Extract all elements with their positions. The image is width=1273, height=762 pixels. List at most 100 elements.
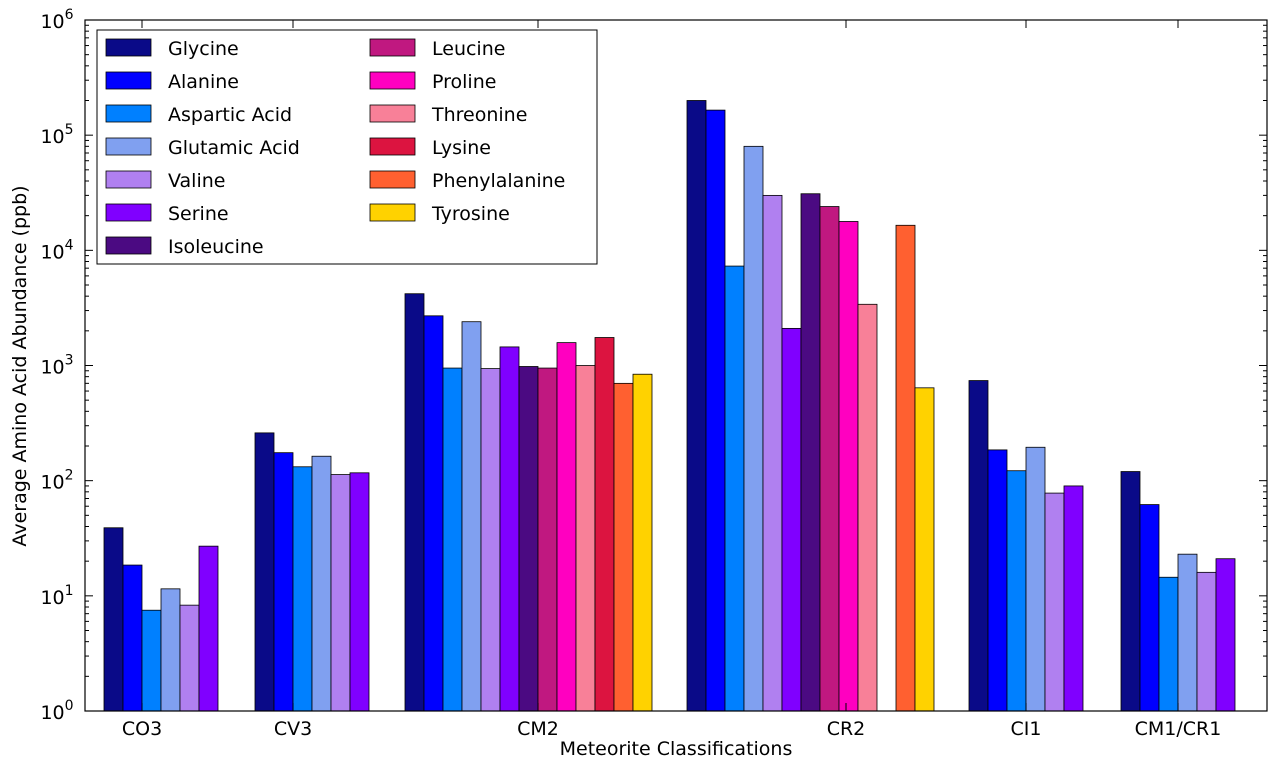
legend-item-lysine: Lysine xyxy=(369,137,491,159)
x-axis-title: Meteorite Classifications xyxy=(560,738,793,760)
legend-swatch xyxy=(105,137,152,156)
bar-ci1-valine xyxy=(1044,492,1065,712)
legend-item-leucine: Leucine xyxy=(369,38,505,60)
bar-cr2-glycine xyxy=(686,100,707,712)
bar-cm2-glutamic-acid xyxy=(461,321,482,712)
bar-cm2-serine xyxy=(499,346,520,712)
legend-label: Tyrosine xyxy=(431,203,510,225)
bar-cm2-proline xyxy=(556,342,577,712)
legend-swatch xyxy=(105,170,152,189)
y-tick-label: 103 xyxy=(40,353,73,379)
legend-item-proline: Proline xyxy=(369,71,496,93)
bar-cm1cr1-serine xyxy=(1215,558,1236,712)
legend-label: Aspartic Acid xyxy=(168,104,292,126)
bar-cm1cr1-aspartic-acid xyxy=(1158,576,1179,712)
x-tick-label: CI1 xyxy=(1011,718,1042,740)
legend-swatch xyxy=(105,71,152,90)
legend-item-phenylalanine: Phenylalanine xyxy=(369,170,565,192)
legend-item-valine: Valine xyxy=(105,170,225,192)
bar-co3-alanine xyxy=(122,564,143,712)
bar-co3-glycine xyxy=(103,527,124,712)
bar-cr2-tyrosine xyxy=(914,387,935,712)
legend-label: Valine xyxy=(168,170,225,192)
bar-cr2-phenylalanine xyxy=(895,224,916,712)
legend-swatch xyxy=(369,203,416,222)
bar-ci1-aspartic-acid xyxy=(1006,470,1027,712)
legend-item-aspartic-acid: Aspartic Acid xyxy=(105,104,292,126)
y-tick-label: 102 xyxy=(40,468,73,494)
bar-cv3-aspartic-acid xyxy=(292,466,313,712)
y-tick-label: 105 xyxy=(40,122,73,148)
y-tick-label: 104 xyxy=(40,237,73,263)
legend-swatch xyxy=(369,137,416,156)
x-tick-label: CM2 xyxy=(517,718,559,740)
legend-item-alanine: Alanine xyxy=(105,71,239,93)
legend-swatch xyxy=(369,170,416,189)
y-tick-label: 101 xyxy=(40,583,73,609)
bar-co3-serine xyxy=(198,545,219,712)
y-tick-label: 100 xyxy=(40,698,73,724)
legend-label: Phenylalanine xyxy=(432,170,565,192)
bar-cm1cr1-glutamic-acid xyxy=(1177,553,1198,712)
legend-swatch xyxy=(369,71,416,90)
legend-swatch xyxy=(105,104,152,123)
x-tick-label: CR2 xyxy=(827,718,866,740)
legend-label: Glycine xyxy=(168,38,239,60)
legend-item-glycine: Glycine xyxy=(105,38,239,60)
bar-cr2-serine xyxy=(781,327,802,712)
legend-label: Alanine xyxy=(168,71,239,93)
bar-cm1cr1-glycine xyxy=(1120,471,1141,712)
bar-cm1cr1-valine xyxy=(1196,571,1217,712)
bar-cm2-phenylalanine xyxy=(613,382,634,712)
bar-cr2-alanine xyxy=(705,109,726,712)
bar-cr2-valine xyxy=(762,194,783,712)
legend-frame xyxy=(96,29,598,265)
bar-ci1-glycine xyxy=(968,380,989,712)
x-tick-label: CM1/CR1 xyxy=(1135,718,1222,740)
bar-cm1cr1-alanine xyxy=(1139,504,1160,712)
x-tick-label: CV3 xyxy=(274,718,312,740)
legend-swatch xyxy=(105,38,152,57)
bar-cr2-isoleucine xyxy=(800,193,821,712)
y-axis-title: Average Amino Acid Abundance (ppb) xyxy=(9,185,31,546)
legend-label: Proline xyxy=(432,71,496,93)
legend-label: Glutamic Acid xyxy=(168,137,300,159)
y-axis: 100 101 102 103 104 105 106 xyxy=(40,7,1267,724)
x-tick-label: CO3 xyxy=(122,718,162,740)
legend-label: Leucine xyxy=(432,38,505,60)
bar-co3-valine xyxy=(179,604,200,712)
bar-cm2-tyrosine xyxy=(632,373,653,712)
bar-cv3-glycine xyxy=(254,432,275,712)
y-tick-label: 106 xyxy=(40,7,73,33)
legend-swatch xyxy=(105,236,152,255)
bar-cv3-serine xyxy=(349,472,370,712)
legend-label: Threonine xyxy=(431,104,527,126)
legend-label: Isoleucine xyxy=(168,236,264,258)
bar-cm2-threonine xyxy=(575,365,596,712)
bar-cm2-leucine xyxy=(537,367,558,712)
bar-cm2-glycine xyxy=(404,293,425,712)
bar-cm2-aspartic-acid xyxy=(442,367,463,712)
x-axis: CO3 CV3 CM2 CR2 CI1 CM1/CR1 xyxy=(122,20,1222,740)
bar-co3-aspartic-acid xyxy=(141,609,162,712)
bar-cm2-isoleucine xyxy=(518,366,539,712)
legend-swatch xyxy=(369,38,416,57)
legend-swatch xyxy=(105,203,152,222)
legend-item-threonine: Threonine xyxy=(369,104,527,126)
bar-cr2-threonine xyxy=(857,303,878,712)
bar-co3-glutamic-acid xyxy=(160,588,181,712)
bar-cv3-glutamic-acid xyxy=(311,455,332,712)
legend-item-serine: Serine xyxy=(105,203,229,225)
legend: Glycine Alanine Aspartic Acid Glutamic Acid… xyxy=(96,29,598,265)
bar-cr2-glutamic-acid xyxy=(743,145,764,712)
legend-swatch xyxy=(369,104,416,123)
legend-item-isoleucine: Isoleucine xyxy=(105,236,264,258)
bar-ci1-glutamic-acid xyxy=(1025,446,1046,712)
legend-label: Serine xyxy=(168,203,229,225)
bar-cr2-leucine xyxy=(819,206,840,712)
legend-item-glutamic-acid: Glutamic Acid xyxy=(105,137,300,159)
bar-cv3-alanine xyxy=(273,452,294,712)
bar-cr2-proline xyxy=(838,221,859,712)
bar-ci1-alanine xyxy=(987,449,1008,712)
